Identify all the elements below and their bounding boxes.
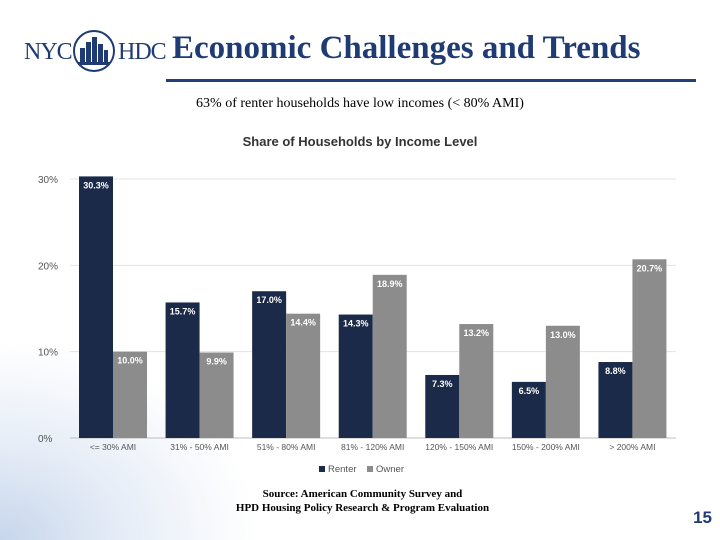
source-line-1: Source: American Community Survey and — [262, 488, 463, 500]
x-tick-label: 81% - 120% AMI — [341, 442, 404, 452]
slide-header: NYC HDC Economic Challenges and Trends — [0, 0, 720, 90]
income-level-bar-chart: Share of Households by Income Level 0% 10%… — [38, 134, 676, 475]
bar-owner — [286, 313, 321, 438]
skyline-emblem-icon — [73, 30, 115, 72]
nyc-hdc-logo: NYC HDC — [24, 30, 167, 72]
subtitle: 63% of renter households have low income… — [196, 96, 524, 111]
y-tick-label: 0% — [38, 434, 53, 445]
data-label: 10.0% — [117, 356, 143, 366]
chart-title: Share of Households by Income Level — [243, 134, 478, 149]
bar-renter — [425, 374, 460, 438]
bar-renter — [598, 362, 633, 438]
data-label: 18.9% — [377, 279, 403, 289]
y-tick-label: 20% — [38, 261, 58, 272]
data-label: 30.3% — [83, 180, 109, 190]
data-label: 8.8% — [605, 366, 626, 376]
title-underline — [166, 79, 696, 82]
x-tick-label: 31% - 50% AMI — [170, 442, 229, 452]
x-tick-label: <= 30% AMI — [90, 442, 136, 452]
logo-nyc-text: NYC — [24, 39, 73, 65]
bar-owner — [199, 352, 234, 438]
bar-owner — [113, 351, 147, 438]
data-label: 13.0% — [550, 330, 576, 340]
page-number: 15 — [693, 508, 712, 527]
data-label: 6.5% — [519, 386, 540, 396]
data-label: 9.9% — [206, 357, 227, 367]
bar-renter — [165, 302, 200, 438]
source-note: Source: American Community Survey and HP… — [190, 487, 535, 515]
source-line-2: HPD Housing Policy Research & Program Ev… — [235, 502, 490, 514]
x-tick-label: 120% - 150% AMI — [425, 442, 493, 452]
x-tick-label: > 200% AMI — [609, 442, 655, 452]
x-tick-label: 51% - 80% AMI — [257, 442, 316, 452]
x-tick-label: 150% - 200% AMI — [512, 442, 580, 452]
bar-renter — [511, 381, 546, 438]
bar-owner — [459, 324, 494, 438]
data-label: 14.4% — [290, 318, 316, 328]
data-label: 20.7% — [637, 263, 663, 273]
data-label: 7.3% — [432, 379, 453, 389]
bar-renter — [79, 176, 113, 438]
legend-label-renter: Renter — [328, 464, 357, 475]
legend-swatch-owner — [367, 466, 373, 472]
y-tick-label: 30% — [38, 175, 58, 186]
bar-renter — [338, 314, 373, 438]
legend-swatch-renter — [319, 466, 325, 472]
bar-owner — [372, 274, 407, 438]
bar-owner — [632, 259, 667, 438]
legend-label-owner: Owner — [376, 464, 404, 475]
data-label: 15.7% — [170, 306, 196, 316]
data-label: 13.2% — [464, 328, 490, 338]
logo-hdc-text: HDC — [118, 39, 167, 65]
data-label: 17.0% — [256, 295, 282, 305]
data-label: 14.3% — [343, 319, 369, 329]
bar-owner — [545, 325, 580, 438]
y-tick-label: 10% — [38, 348, 58, 359]
slide-title: Economic Challenges and Trends — [172, 30, 641, 66]
bar-renter — [252, 291, 287, 438]
